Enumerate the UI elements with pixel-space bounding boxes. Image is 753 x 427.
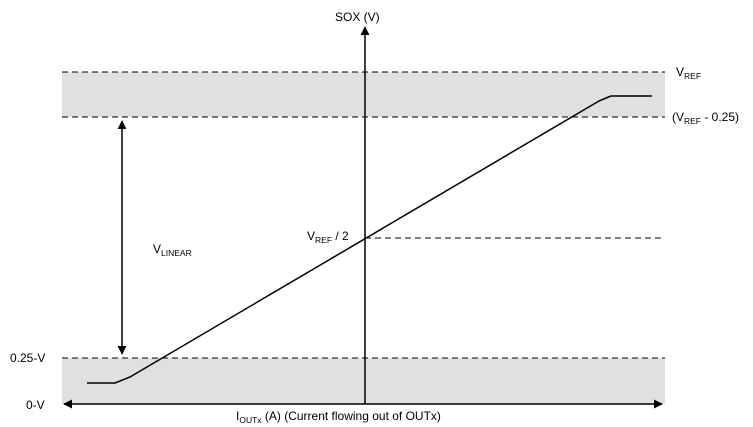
transfer-curve xyxy=(87,95,652,384)
zero-level-label: 0-V xyxy=(26,398,45,412)
vref-half-label: VREF / 2 xyxy=(307,229,349,245)
vlinear-label: VLINEAR xyxy=(153,242,192,258)
y-axis-label: SOX (V) xyxy=(335,10,380,24)
vref-minus-label: (VREF - 0.25) xyxy=(672,110,739,126)
lower-saturation-band xyxy=(62,358,665,404)
vref-label: VREF xyxy=(676,65,701,81)
x-axis-label: IOUTx (A) (Current flowing out of OUTx) xyxy=(236,409,441,425)
low-level-label: 0.25-V xyxy=(10,351,45,365)
upper-saturation-band xyxy=(62,72,665,117)
